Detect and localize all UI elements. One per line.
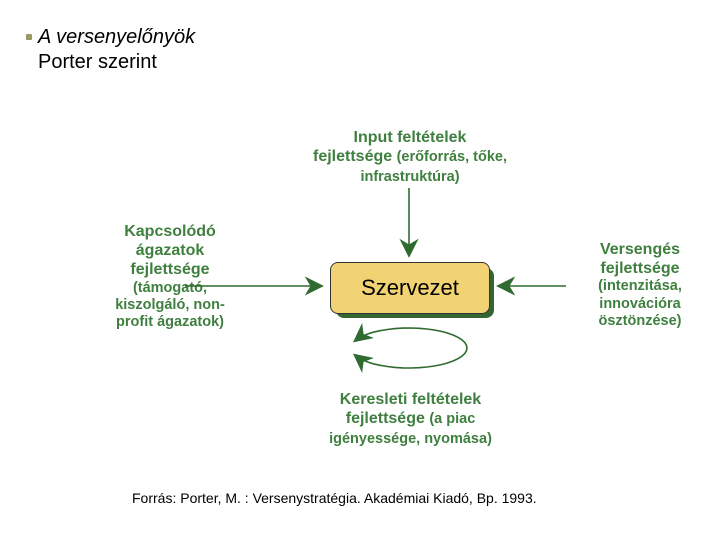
title-main: A versenyelőnyök <box>38 26 195 49</box>
title-sub: Porter szerint <box>38 51 195 74</box>
center-label: Szervezet <box>361 275 459 301</box>
title-block: A versenyelőnyök Porter szerint <box>38 26 195 74</box>
node-left-sub: (támogató, kiszolgáló, non-profit ágazat… <box>105 280 235 332</box>
node-right: Versengés fejlettsége (intenzitása, inno… <box>575 240 705 331</box>
node-right-sub: (intenzitása, innovációra ösztönzése) <box>575 278 705 330</box>
node-right-line1: Versengés fejlettsége <box>575 240 705 278</box>
node-left-line1: Kapcsolódó ágazatok fejlettsége <box>105 222 235 280</box>
node-left: Kapcsolódó ágazatok fejlettsége (támogat… <box>105 222 235 332</box>
node-top-line1: Input feltételek <box>354 129 467 146</box>
title-bullet <box>26 34 32 40</box>
footer-citation: Forrás: Porter, M. : Versenystratégia. A… <box>132 490 537 506</box>
node-top: Input feltételek fejlettsége (erőforrás,… <box>310 128 510 186</box>
center-box: Szervezet <box>330 262 490 314</box>
node-top-line2: fejlettsége <box>313 148 392 165</box>
node-bottom: Keresleti feltételek fejlettsége (a piac… <box>303 390 518 448</box>
